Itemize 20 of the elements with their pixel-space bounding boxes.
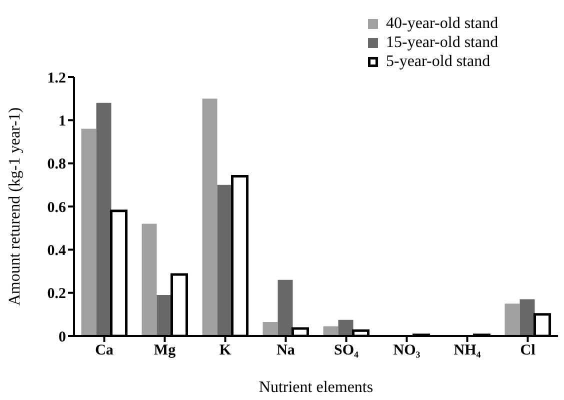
x-tick-label: Na (276, 342, 296, 359)
x-axis-title: Nutrient elements (258, 379, 374, 396)
x-tick-label: SO₄ (334, 342, 359, 359)
y-tick-label: 0.8 (47, 156, 66, 173)
legend-label: 15-year-old stand (386, 34, 498, 52)
x-tick-label: NH₄ (454, 342, 482, 359)
x-tick-label: NO₃ (393, 342, 421, 359)
legend-label: 40-year-old stand (386, 14, 498, 32)
x-tick-label: Cl (520, 342, 536, 359)
y-tick-label: 1 (58, 113, 66, 130)
legend-label: 5-year-old stand (386, 52, 490, 70)
y-tick-label: 0.6 (47, 200, 66, 216)
x-tick-label: Mg (154, 342, 176, 359)
y-tick-label: 1.2 (47, 70, 66, 86)
x-tick-label: Ca (95, 342, 114, 359)
y-tick-label: 0.4 (47, 242, 66, 259)
y-axis-title: Amount returend (kg-1 year-1) (6, 107, 24, 306)
x-tick-label: K (219, 342, 232, 359)
y-tick-label: 0.2 (47, 286, 66, 302)
y-tick-label: 0 (58, 329, 66, 346)
